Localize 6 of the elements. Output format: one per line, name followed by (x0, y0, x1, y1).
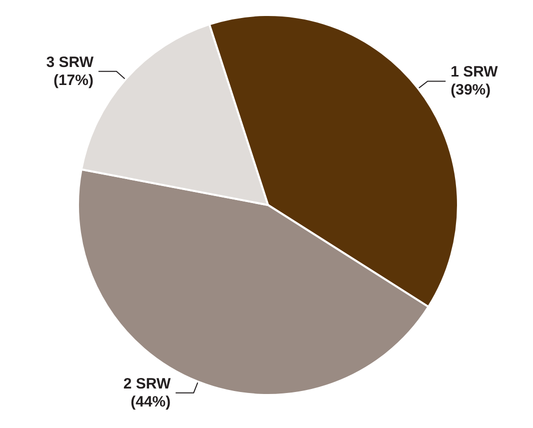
data-label: (39%) (450, 82, 491, 99)
data-label: (44%) (130, 393, 171, 410)
slice-label: 3 SRW (46, 54, 94, 71)
data-label: (17%) (53, 72, 94, 89)
slice-label: 1 SRW (450, 64, 499, 81)
slice-label: 2 SRW (123, 375, 172, 392)
